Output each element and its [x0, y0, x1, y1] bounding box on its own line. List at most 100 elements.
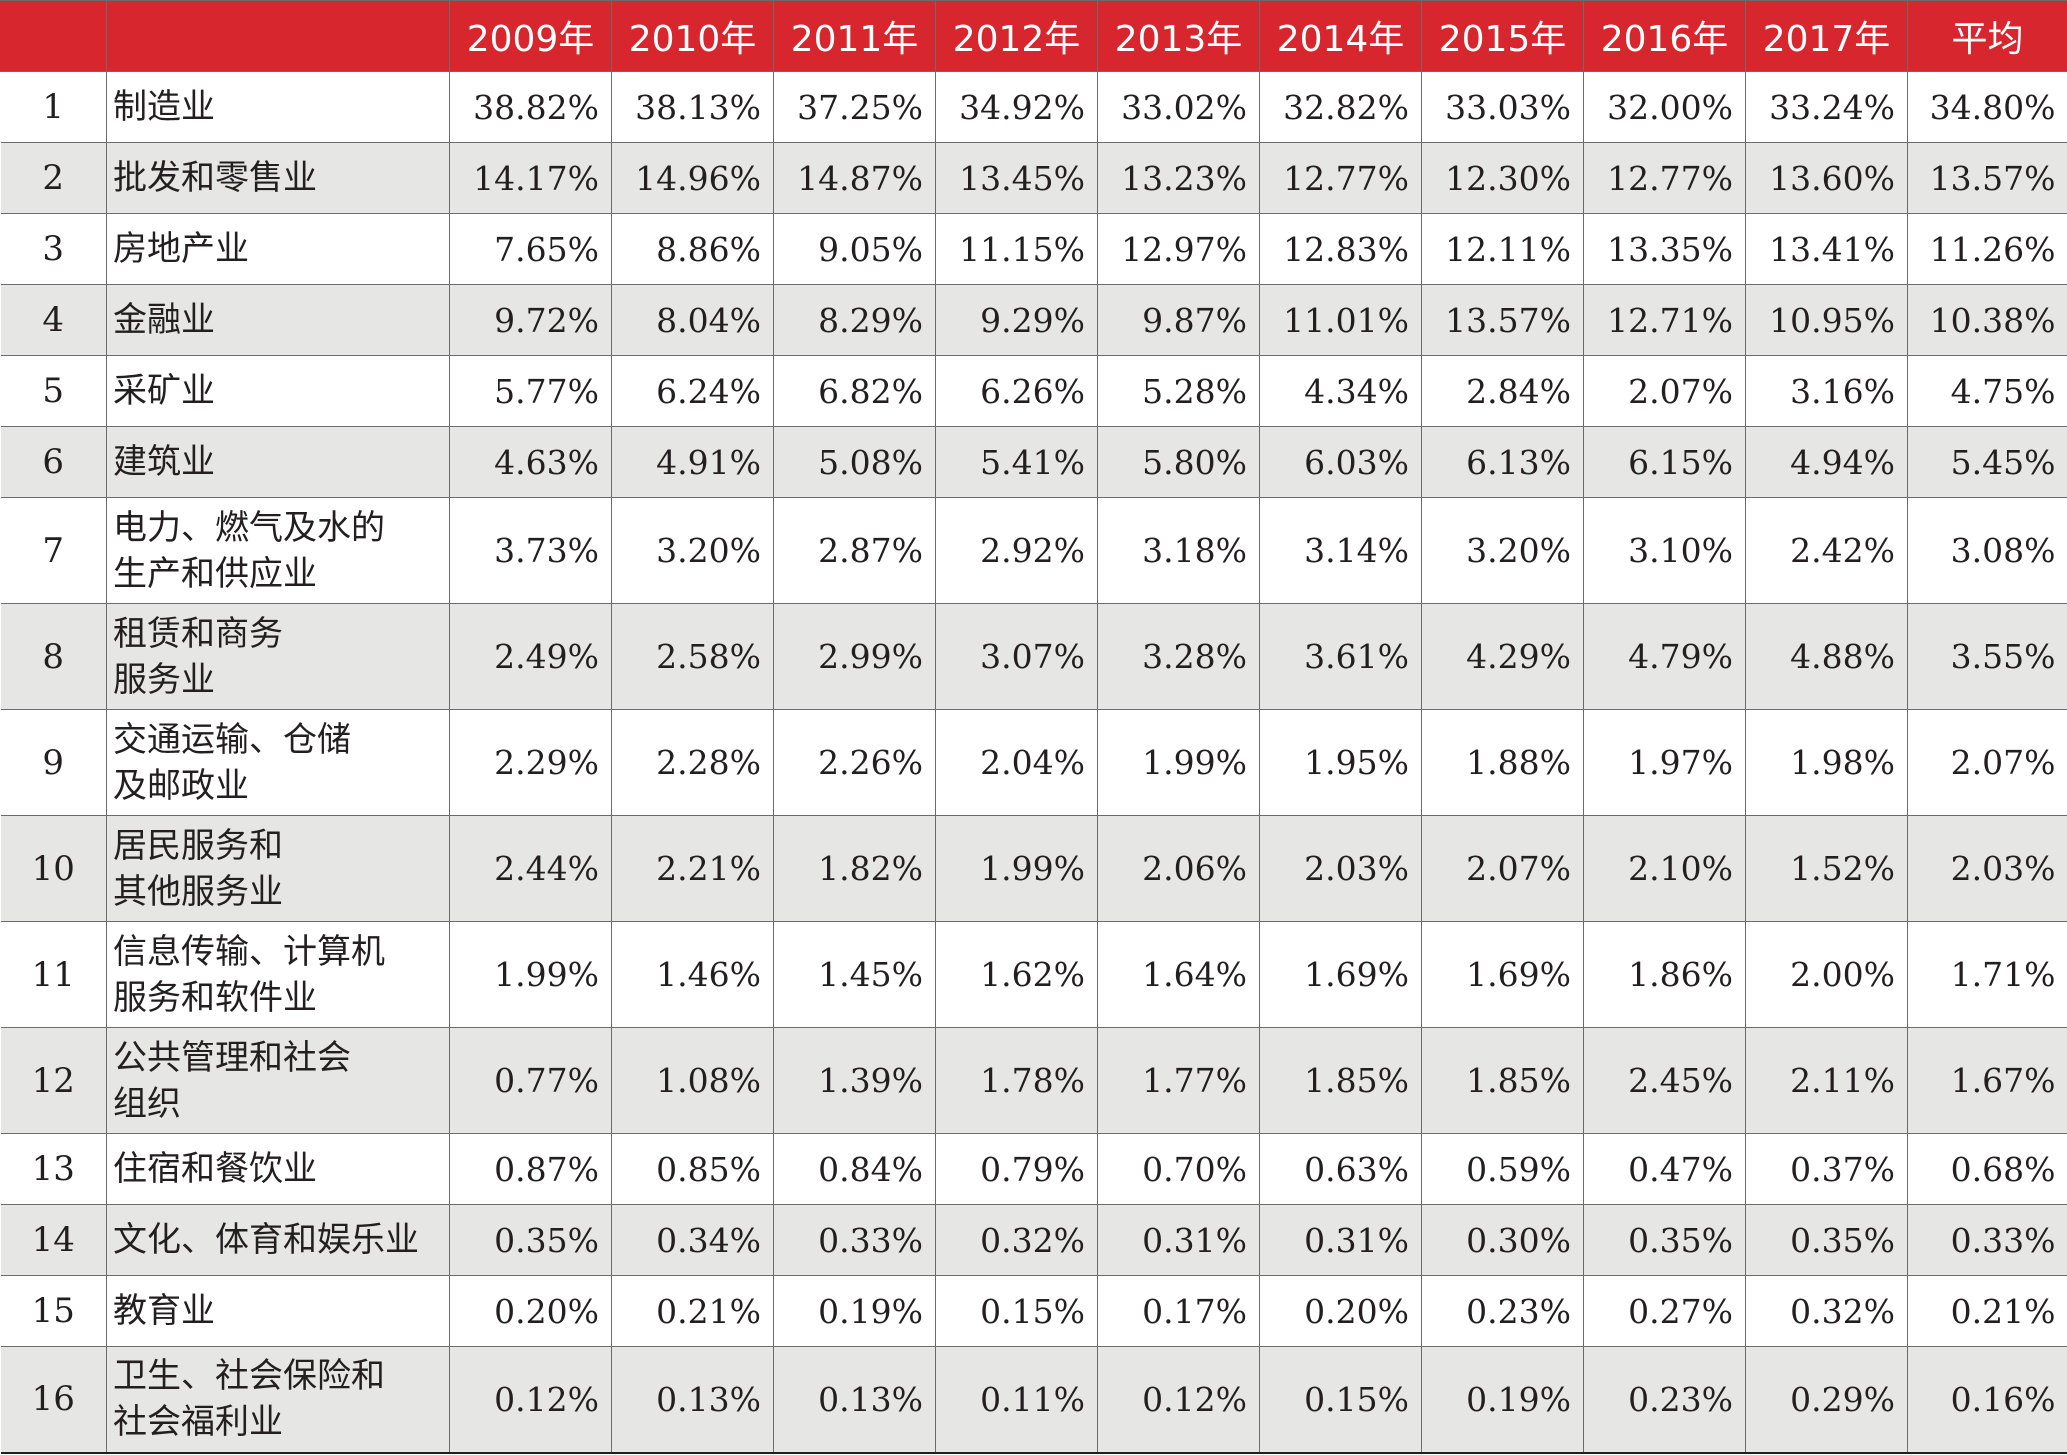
industry-name-line: 住宿和餐饮业: [113, 1149, 317, 1189]
industry-name-cell: 电力、燃气及水的 生产和供应业: [106, 497, 450, 604]
industry-name-line: 卫生、社会保险和: [113, 1356, 385, 1397]
value-cell: 0.21%: [611, 1275, 774, 1347]
value-cell: 2.44%: [449, 815, 612, 922]
value-cell: 8.04%: [611, 284, 774, 356]
average-cell: 10.38%: [1907, 284, 2067, 356]
header-year-2011: 2011年: [773, 0, 936, 72]
value-cell: 1.77%: [1097, 1027, 1260, 1134]
value-cell: 12.11%: [1421, 213, 1584, 285]
table-row: 5 采矿业 5.77% 6.24% 6.82% 6.26% 5.28% 4.34% 2.84% 2…: [0, 355, 2067, 427]
industry-name-cell: 卫生、社会保险和 社会福利业: [106, 1346, 450, 1454]
header-year-2010: 2010年: [611, 0, 774, 72]
average-cell: 34.80%: [1907, 71, 2067, 143]
value-cell: 38.13%: [611, 71, 774, 143]
value-cell: 12.97%: [1097, 213, 1260, 285]
rank-cell: 15: [0, 1275, 107, 1347]
industry-name-line: 教育业: [113, 1291, 215, 1331]
value-cell: 2.07%: [1421, 815, 1584, 922]
value-cell: 0.23%: [1421, 1275, 1584, 1347]
industry-name-line: 服务和软件业: [113, 977, 317, 1018]
table-row: 4 金融业 9.72% 8.04% 8.29% 9.29% 9.87% 11.01% 13.57…: [0, 284, 2067, 356]
value-cell: 4.34%: [1259, 355, 1422, 427]
average-cell: 4.75%: [1907, 355, 2067, 427]
average-cell: 0.21%: [1907, 1275, 2067, 1347]
header-industry-cell: [106, 0, 450, 72]
value-cell: 2.28%: [611, 709, 774, 816]
value-cell: 0.11%: [935, 1346, 1098, 1454]
industry-name-line: 批发和零售业: [113, 158, 317, 198]
value-cell: 2.87%: [773, 497, 936, 604]
value-cell: 2.92%: [935, 497, 1098, 604]
header-year-2017: 2017年: [1745, 0, 1908, 72]
value-cell: 13.23%: [1097, 142, 1260, 214]
value-cell: 13.57%: [1421, 284, 1584, 356]
value-cell: 33.02%: [1097, 71, 1260, 143]
value-cell: 13.45%: [935, 142, 1098, 214]
value-cell: 2.49%: [449, 603, 612, 710]
value-cell: 0.23%: [1583, 1346, 1746, 1454]
industry-name-line: 金融业: [113, 300, 215, 340]
value-cell: 0.63%: [1259, 1133, 1422, 1205]
value-cell: 4.94%: [1745, 426, 1908, 498]
value-cell: 32.82%: [1259, 71, 1422, 143]
rank-cell: 10: [0, 815, 107, 922]
value-cell: 2.26%: [773, 709, 936, 816]
table-row: 12 公共管理和社会 组织 0.77% 1.08% 1.39% 1.78% 1.77% 1.85…: [0, 1027, 2067, 1134]
rank-cell: 1: [0, 71, 107, 143]
average-cell: 3.08%: [1907, 497, 2067, 604]
value-cell: 9.87%: [1097, 284, 1260, 356]
industry-name-cell: 制造业: [106, 71, 450, 143]
rank-cell: 16: [0, 1346, 107, 1454]
value-cell: 0.12%: [1097, 1346, 1260, 1454]
average-cell: 0.68%: [1907, 1133, 2067, 1205]
table-row: 14 文化、体育和娱乐业 0.35% 0.34% 0.33% 0.32% 0.31% 0.31…: [0, 1204, 2067, 1276]
header-row: 2009年 2010年 2011年 2012年 2013年 2014年 2015…: [0, 0, 2067, 72]
value-cell: 0.20%: [1259, 1275, 1422, 1347]
industry-name-cell: 文化、体育和娱乐业: [106, 1204, 450, 1276]
value-cell: 0.33%: [773, 1204, 936, 1276]
value-cell: 1.62%: [935, 921, 1098, 1028]
value-cell: 0.29%: [1745, 1346, 1908, 1454]
value-cell: 1.88%: [1421, 709, 1584, 816]
value-cell: 6.13%: [1421, 426, 1584, 498]
value-cell: 1.85%: [1259, 1027, 1422, 1134]
value-cell: 5.80%: [1097, 426, 1260, 498]
industry-name-cell: 房地产业: [106, 213, 450, 285]
value-cell: 0.70%: [1097, 1133, 1260, 1205]
value-cell: 4.91%: [611, 426, 774, 498]
industry-name-line: 服务业: [113, 659, 215, 700]
value-cell: 12.83%: [1259, 213, 1422, 285]
value-cell: 2.06%: [1097, 815, 1260, 922]
value-cell: 0.13%: [611, 1346, 774, 1454]
value-cell: 5.28%: [1097, 355, 1260, 427]
industry-name-line: 电力、燃气及水的: [113, 507, 385, 548]
value-cell: 12.77%: [1583, 142, 1746, 214]
value-cell: 2.84%: [1421, 355, 1584, 427]
industry-name-line: 交通运输、仓储: [113, 719, 351, 760]
value-cell: 9.72%: [449, 284, 612, 356]
value-cell: 1.45%: [773, 921, 936, 1028]
value-cell: 1.69%: [1421, 921, 1584, 1028]
average-cell: 1.67%: [1907, 1027, 2067, 1134]
value-cell: 32.00%: [1583, 71, 1746, 143]
value-cell: 12.77%: [1259, 142, 1422, 214]
industry-name-line: 建筑业: [113, 442, 215, 482]
industry-name-line: 租赁和商务: [113, 613, 283, 654]
value-cell: 1.99%: [449, 921, 612, 1028]
rank-cell: 12: [0, 1027, 107, 1134]
industry-name-line: 组织: [113, 1083, 181, 1124]
rank-cell: 9: [0, 709, 107, 816]
value-cell: 6.03%: [1259, 426, 1422, 498]
value-cell: 4.29%: [1421, 603, 1584, 710]
value-cell: 14.96%: [611, 142, 774, 214]
header-rank-cell: [0, 0, 107, 72]
table-row: 10 居民服务和 其他服务业 2.44% 2.21% 1.82% 1.99% 2.06% 2.0…: [0, 815, 2067, 922]
average-cell: 2.07%: [1907, 709, 2067, 816]
value-cell: 2.00%: [1745, 921, 1908, 1028]
value-cell: 0.31%: [1097, 1204, 1260, 1276]
industry-name-cell: 批发和零售业: [106, 142, 450, 214]
average-cell: 3.55%: [1907, 603, 2067, 710]
value-cell: 10.95%: [1745, 284, 1908, 356]
industry-name-line: 公共管理和社会: [113, 1037, 351, 1078]
